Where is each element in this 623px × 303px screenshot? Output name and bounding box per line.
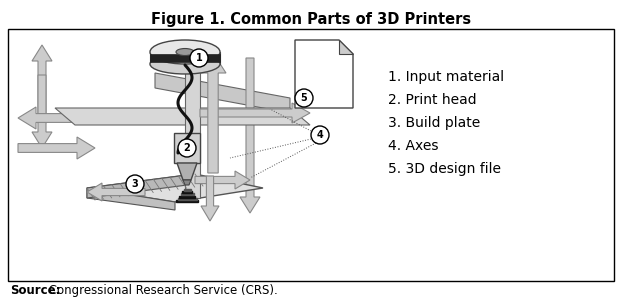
Polygon shape xyxy=(200,103,310,123)
Text: 4. Axes: 4. Axes xyxy=(388,139,439,153)
Polygon shape xyxy=(55,108,310,125)
Polygon shape xyxy=(18,107,95,129)
Circle shape xyxy=(126,175,144,193)
Text: Source:: Source: xyxy=(10,284,60,297)
Text: 5. 3D design file: 5. 3D design file xyxy=(388,162,501,176)
Text: 2: 2 xyxy=(184,143,191,153)
Polygon shape xyxy=(87,174,195,198)
Ellipse shape xyxy=(150,40,220,64)
Circle shape xyxy=(295,89,313,107)
Bar xyxy=(8,29,614,281)
Polygon shape xyxy=(179,196,195,198)
Polygon shape xyxy=(155,73,290,113)
Polygon shape xyxy=(87,188,175,210)
FancyBboxPatch shape xyxy=(174,133,200,163)
Polygon shape xyxy=(178,198,196,200)
Polygon shape xyxy=(339,40,353,54)
Polygon shape xyxy=(184,189,191,191)
Polygon shape xyxy=(200,53,226,173)
Polygon shape xyxy=(195,171,250,189)
Polygon shape xyxy=(18,137,95,159)
Circle shape xyxy=(311,126,329,144)
Polygon shape xyxy=(176,200,198,202)
Polygon shape xyxy=(240,58,260,213)
Polygon shape xyxy=(177,163,197,180)
Text: 3. Build plate: 3. Build plate xyxy=(388,116,480,130)
Polygon shape xyxy=(185,63,200,198)
Polygon shape xyxy=(87,174,263,202)
Text: 4: 4 xyxy=(316,130,323,140)
Circle shape xyxy=(178,139,196,157)
Polygon shape xyxy=(32,45,52,123)
Text: 3: 3 xyxy=(131,179,138,189)
Ellipse shape xyxy=(176,48,194,55)
Polygon shape xyxy=(201,176,219,221)
Text: 1. Input material: 1. Input material xyxy=(388,70,504,84)
Text: 5: 5 xyxy=(301,93,307,103)
Ellipse shape xyxy=(150,54,220,74)
Polygon shape xyxy=(182,191,192,193)
Polygon shape xyxy=(295,40,353,108)
Text: Congressional Research Service (CRS).: Congressional Research Service (CRS). xyxy=(45,284,278,297)
Text: 2. Print head: 2. Print head xyxy=(388,93,477,107)
Polygon shape xyxy=(87,183,145,201)
Polygon shape xyxy=(150,52,220,64)
Polygon shape xyxy=(150,54,220,62)
Polygon shape xyxy=(181,193,194,195)
Text: Figure 1. Common Parts of 3D Printers: Figure 1. Common Parts of 3D Printers xyxy=(151,12,471,27)
Text: 1: 1 xyxy=(196,53,202,63)
Circle shape xyxy=(190,49,208,67)
Polygon shape xyxy=(32,75,52,148)
Polygon shape xyxy=(183,180,191,185)
